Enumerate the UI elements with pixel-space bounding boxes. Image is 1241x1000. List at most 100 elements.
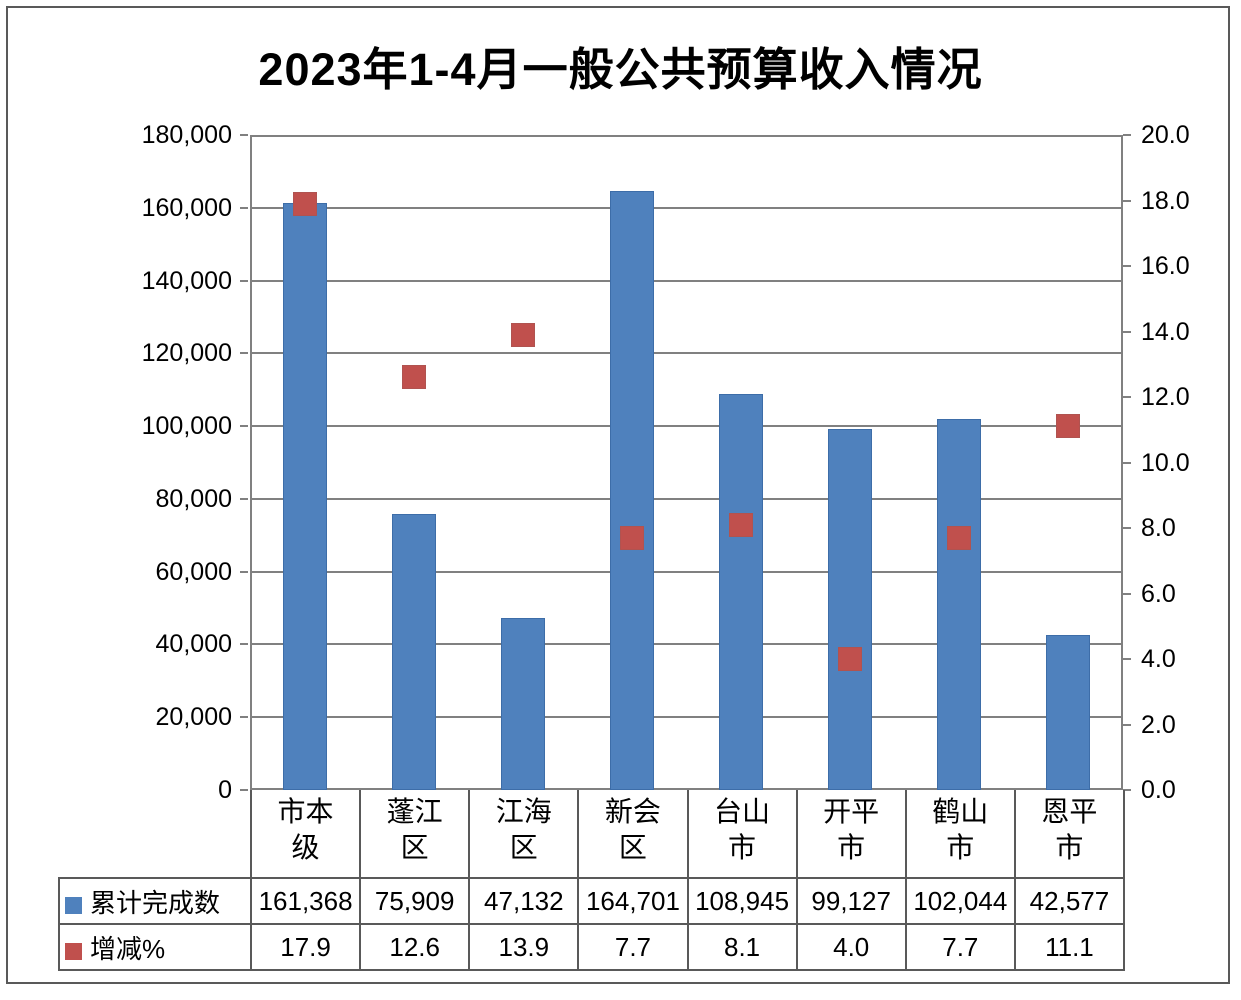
cell-累计完成数-恩平市: 42,577 [1013, 877, 1126, 925]
cell-累计完成数-市本级: 161,368 [249, 877, 362, 925]
cell-增减%-恩平市: 11.1 [1013, 923, 1126, 971]
category-header-row: 市本 级蓬江 区江海 区新会 区台山 市开平 市鹤山 市恩平 市 [59, 790, 1126, 879]
left-axis-tick [240, 206, 248, 209]
cell-增减%-蓬江区: 12.6 [359, 923, 471, 971]
left-axis-tick-label: 140,000 [141, 266, 232, 295]
category-label-恩平市: 恩平 市 [1013, 790, 1126, 879]
legend-label: 累计完成数 [90, 887, 221, 918]
right-axis-tick-label: 2.0 [1141, 710, 1176, 739]
right-axis-tick-label: 16.0 [1141, 252, 1190, 280]
marker-series-swatch-icon [65, 942, 82, 960]
cell-累计完成数-鹤山市: 102,044 [904, 877, 1016, 925]
left-axis-tick-label: 60,000 [155, 557, 232, 586]
marker-江海区 [510, 322, 535, 347]
left-axis-tick-label: 160,000 [141, 193, 232, 222]
left-axis-tick [240, 570, 248, 573]
left-axis-tick [240, 643, 248, 646]
major-gridline [250, 716, 1123, 719]
cell-增减%-鹤山市: 7.7 [904, 923, 1016, 971]
bar-series-swatch-icon [65, 896, 82, 914]
right-axis-tick [1123, 461, 1131, 464]
cell-累计完成数-蓬江区: 75,909 [359, 877, 471, 925]
right-axis-tick-label: 12.0 [1141, 383, 1190, 411]
cell-累计完成数-台山市: 108,945 [686, 877, 798, 925]
marker-新会区 [619, 525, 644, 550]
cell-累计完成数-新会区: 164,701 [577, 877, 689, 925]
bar-江海区 [500, 618, 545, 790]
left-axis-tick [240, 352, 248, 355]
marker-鹤山市 [947, 525, 972, 550]
category-label-开平市: 开平 市 [795, 790, 907, 879]
bar-新会区 [609, 190, 654, 790]
major-gridline [250, 643, 1123, 646]
cell-增减%-新会区: 7.7 [577, 923, 689, 971]
chart-outer-border [6, 6, 1230, 984]
left-axis-tick [240, 134, 248, 136]
left-axis-tick [240, 789, 248, 791]
right-axis-tick-label: 14.0 [1141, 317, 1190, 346]
right-axis-tick-label: 0.0 [1141, 776, 1176, 804]
category-label-新会区: 新会 区 [577, 790, 689, 879]
right-axis-tick [1123, 527, 1131, 529]
right-axis-tick [1123, 330, 1131, 333]
category-label-蓬江区: 蓬江 区 [359, 790, 471, 879]
left-axis-tick-label: 80,000 [155, 484, 232, 513]
bar-台山市 [719, 393, 764, 790]
left-axis-tick-label: 0 [218, 776, 232, 804]
right-axis-tick-label: 4.0 [1141, 645, 1176, 673]
right-axis-tick-label: 6.0 [1141, 579, 1176, 608]
category-label-市本级: 市本 级 [249, 790, 362, 879]
major-gridline [250, 279, 1123, 282]
cell-增减%-台山市: 8.1 [686, 923, 798, 971]
right-axis-tick [1123, 134, 1131, 136]
right-axis-tick-label: 18.0 [1141, 186, 1190, 215]
major-gridline [250, 425, 1123, 428]
chart-data-table: 市本 级蓬江 区江海 区新会 区台山 市开平 市鹤山 市恩平 市累计完成数 161… [58, 790, 1126, 971]
chart-title: 2023年1-4月一般公共预算收入情况 [258, 43, 983, 95]
right-axis-tick-label: 10.0 [1141, 448, 1190, 477]
cell-增减%-市本级: 17.9 [249, 923, 362, 971]
left-axis-tick-label: 20,000 [155, 703, 232, 732]
legend-item-累计完成数: 累计完成数 [58, 877, 252, 925]
bar-恩平市 [1046, 635, 1091, 790]
bar-蓬江区 [391, 513, 436, 790]
left-axis-tick-label: 120,000 [141, 339, 232, 368]
right-axis-tick [1123, 789, 1131, 791]
right-axis-tick [1123, 199, 1131, 202]
major-gridline [250, 206, 1123, 209]
table-row-累计完成数: 累计完成数 161,368 75,909 47,132 164,701 108,945 99… [58, 877, 1126, 925]
legend-item-增减%: 增减% [58, 923, 252, 971]
right-axis-tick-label: 20.0 [1141, 121, 1190, 149]
left-axis-tick [240, 497, 248, 500]
right-axis-tick [1123, 658, 1131, 660]
right-axis-tick [1123, 723, 1131, 726]
left-axis-tick-label: 180,000 [141, 121, 232, 149]
category-label-鹤山市: 鹤山 市 [904, 790, 1016, 879]
marker-开平市 [838, 647, 863, 671]
major-gridline [250, 497, 1123, 500]
left-axis-tick [240, 716, 248, 719]
right-axis-tick-label: 8.0 [1141, 514, 1176, 542]
table-row-增减%: 增减% 17.9 12.6 13.9 7.7 8.1 4.0 7.7 11.1 [58, 923, 1126, 971]
cell-累计完成数-开平市: 99,127 [795, 877, 907, 925]
bar-开平市 [828, 429, 873, 790]
right-axis-tick [1123, 592, 1131, 595]
cell-增减%-江海区: 13.9 [468, 923, 580, 971]
cell-增减%-开平市: 4.0 [795, 923, 907, 971]
category-header-spacer [59, 790, 251, 878]
marker-台山市 [729, 512, 754, 537]
bar-市本级 [282, 202, 327, 790]
legend-label: 增减% [90, 933, 166, 964]
bar-鹤山市 [937, 418, 982, 790]
right-axis-tick [1123, 265, 1131, 267]
major-gridline [250, 352, 1123, 355]
category-label-台山市: 台山 市 [686, 790, 798, 879]
left-axis-tick [240, 279, 248, 282]
category-label-江海区: 江海 区 [468, 790, 580, 879]
cell-累计完成数-江海区: 47,132 [468, 877, 580, 925]
plot-area [250, 135, 1123, 790]
marker-市本级 [292, 191, 317, 216]
major-gridline [250, 570, 1123, 573]
right-axis-tick [1123, 396, 1131, 398]
